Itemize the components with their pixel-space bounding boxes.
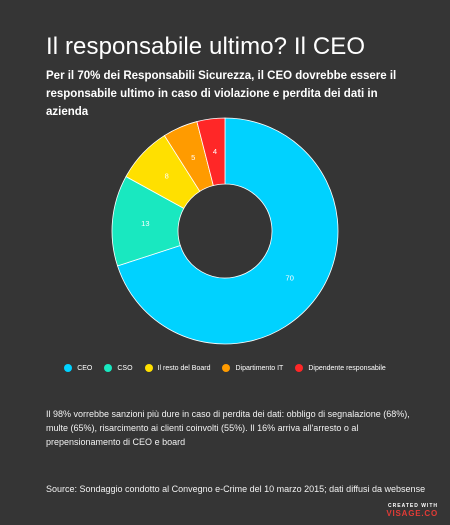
legend-item[interactable]: CSO [104,364,133,372]
legend-swatch [295,364,304,372]
legend-swatch [64,364,73,372]
legend-label: Il resto del Board [157,364,211,372]
brand-logo-top: CREATED WITH [388,503,438,509]
legend-item[interactable]: Il resto del Board [144,364,211,372]
legend-label: Dipendente responsabile [308,364,386,372]
brand-logo-bottom: VISAGE.CO [386,509,438,518]
donut-chart: 70 13 8 5 4 [111,117,339,345]
slice-ceo[interactable] [117,117,339,345]
slice-value-label: 4 [213,147,217,156]
legend-item[interactable]: CEO [64,364,92,372]
slice-value-label: 5 [191,153,195,162]
legend-item[interactable]: Dipendente responsabile [295,364,386,372]
legend-label: CEO [77,364,93,372]
slice-value-label: 8 [165,172,169,181]
legend-swatch [104,364,113,372]
brand-logo[interactable]: CREATED WITH VISAGE.CO [386,502,438,518]
legend-swatch [222,364,231,372]
slice-value-label: 13 [141,219,149,228]
source-note: Source: Sondaggio condotto al Convegno e… [46,484,426,494]
chart-title: Il responsabile ultimo? Il CEO [46,33,366,60]
chart-legend: CEO CSO Il resto del Board Dipartimento IT D… [0,364,450,372]
slice-dipendente-responsabile[interactable] [196,117,226,186]
legend-label: Dipartimento IT [235,364,284,372]
chart-subtitle: Per il 70% dei Responsabili Sicurezza, i… [46,70,397,118]
slice-value-label: 70 [286,274,294,283]
legend-swatch [144,364,153,372]
footnote: Il 98% vorrebbe sanzioni più dure in cas… [46,409,410,447]
legend-item[interactable]: Dipartimento IT [222,364,283,372]
legend-label: CSO [117,364,133,372]
